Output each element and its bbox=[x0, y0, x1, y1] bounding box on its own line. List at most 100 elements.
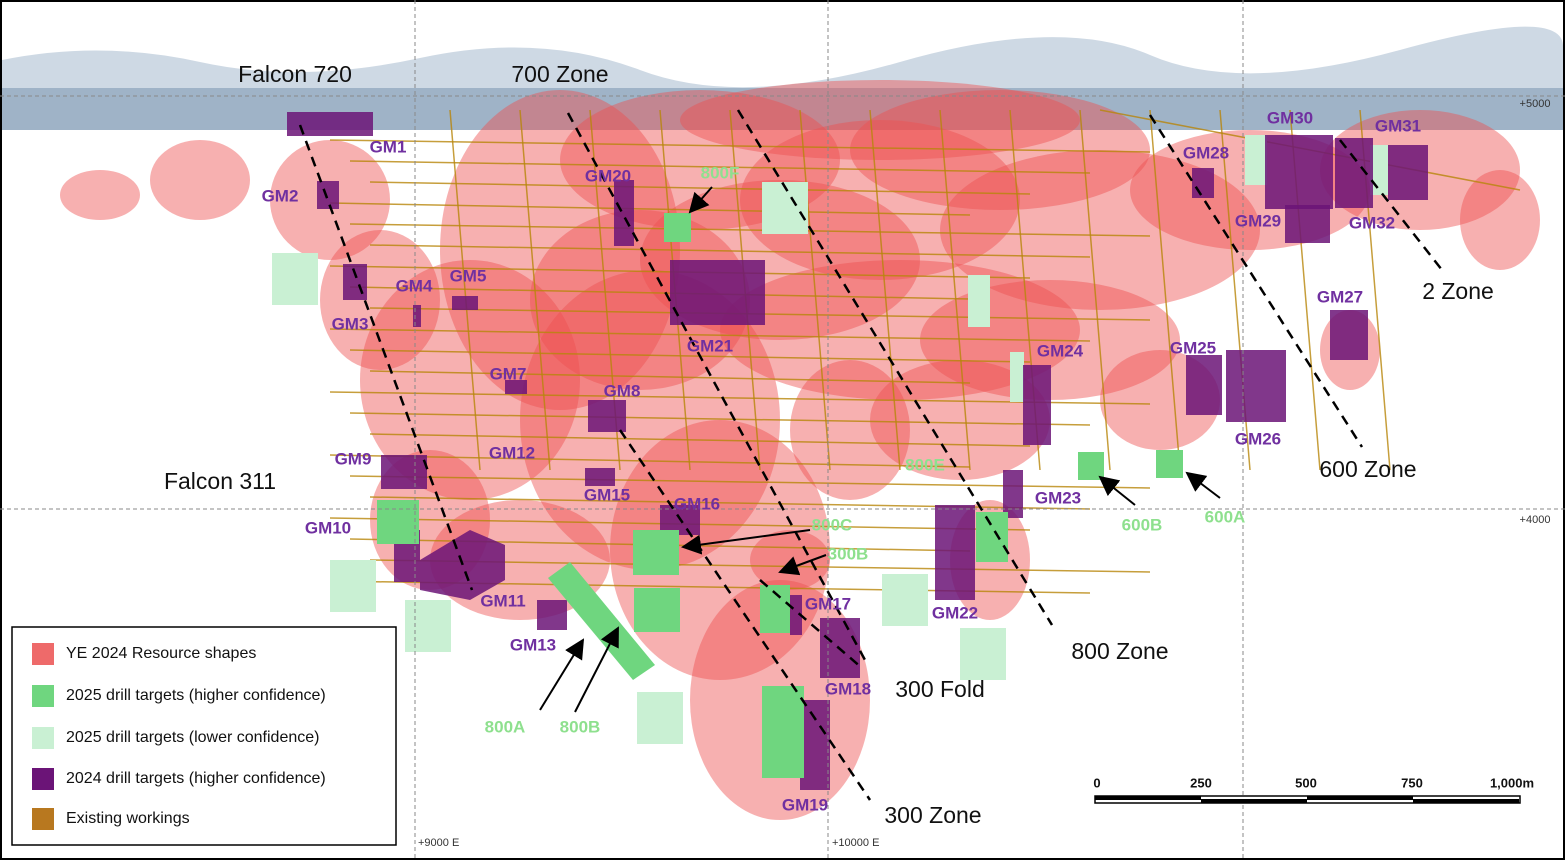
target-label: GM5 bbox=[450, 266, 487, 285]
drill-target-label: 300B bbox=[828, 544, 869, 563]
resource-shape bbox=[150, 140, 250, 220]
drill-target-label: 800B bbox=[560, 717, 601, 736]
legend-box bbox=[11, 626, 397, 846]
drill-target-2024 bbox=[1023, 365, 1051, 445]
drill-target-higher bbox=[634, 588, 680, 632]
workings bbox=[449, 109, 481, 471]
zone-label: Falcon 720 bbox=[238, 61, 352, 87]
drill-target-2024 bbox=[343, 264, 367, 300]
drill-target-lower bbox=[272, 253, 318, 305]
target-label: GM19 bbox=[782, 795, 828, 814]
drill-target-label: 800E bbox=[905, 455, 945, 474]
drill-target-lower bbox=[637, 692, 683, 744]
zone-trace bbox=[618, 429, 872, 801]
grid-label: +10000 E bbox=[832, 837, 879, 849]
zone-label: Falcon 311 bbox=[164, 468, 276, 494]
drill-target-2024 bbox=[1330, 310, 1368, 360]
drill-target-label: 800F bbox=[701, 163, 740, 182]
drill-target-label: 600A bbox=[1205, 507, 1246, 526]
target-label: GM25 bbox=[1170, 338, 1216, 357]
arrow bbox=[778, 554, 827, 576]
drill-target-2024 bbox=[413, 305, 421, 327]
workings bbox=[369, 370, 971, 384]
target-label: GM15 bbox=[584, 485, 630, 504]
drill-target-2024 bbox=[505, 380, 527, 394]
zone-label: 300 Fold bbox=[895, 676, 985, 702]
drill-target-2024 bbox=[317, 181, 339, 209]
drill-target-label: 800A bbox=[485, 717, 526, 736]
resource-shape bbox=[520, 270, 780, 570]
drill-target-label: 600B bbox=[1122, 515, 1163, 534]
target-label: GM32 bbox=[1349, 213, 1395, 232]
drill-target-2024 bbox=[1265, 135, 1333, 209]
drill-target-2024 bbox=[1226, 350, 1286, 422]
workings bbox=[349, 286, 971, 300]
drill-target-2024 bbox=[670, 260, 765, 325]
target-label: GM21 bbox=[687, 336, 733, 355]
drill-target-2024 bbox=[287, 112, 373, 136]
legend-label: Existing workings bbox=[66, 810, 190, 827]
drill-target-higher bbox=[762, 686, 804, 778]
drill-target-lower bbox=[762, 182, 808, 234]
target-label: GM13 bbox=[510, 635, 556, 654]
grid-label: +9000 E bbox=[418, 837, 459, 849]
arrow bbox=[681, 529, 811, 555]
resource-shape bbox=[940, 150, 1260, 310]
target-label: GM7 bbox=[490, 364, 527, 383]
scale-label: 250 bbox=[1190, 775, 1212, 790]
arrow bbox=[574, 626, 619, 713]
scale-segment bbox=[1413, 799, 1519, 803]
target-label: GM12 bbox=[489, 443, 535, 462]
scale-label: 500 bbox=[1295, 775, 1317, 790]
drill-target-lower bbox=[1010, 352, 1024, 402]
drill-target-2024 bbox=[588, 400, 626, 432]
arrow bbox=[539, 638, 585, 711]
workings bbox=[1149, 109, 1181, 471]
zone-label: 800 Zone bbox=[1071, 638, 1168, 664]
drill-target-2024 bbox=[1388, 145, 1428, 200]
drill-target-2024 bbox=[1186, 355, 1222, 415]
target-label: GM30 bbox=[1267, 108, 1313, 127]
topography-band bbox=[2, 88, 1563, 130]
arrow bbox=[1098, 475, 1136, 506]
target-label: GM9 bbox=[335, 449, 372, 468]
workings bbox=[329, 454, 971, 468]
drill-target-lower bbox=[960, 628, 1006, 680]
target-label: GM8 bbox=[604, 381, 641, 400]
legend-swatch bbox=[32, 643, 54, 665]
legend-swatch bbox=[32, 727, 54, 749]
zone-label: 300 Zone bbox=[884, 802, 981, 828]
legend-label: 2025 drill targets (higher confidence) bbox=[66, 687, 326, 704]
drill-target-2024 bbox=[1003, 470, 1023, 518]
drill-target-lower bbox=[968, 275, 990, 327]
scale-segment bbox=[1201, 799, 1307, 803]
resource-shape bbox=[740, 120, 1020, 280]
target-label: GM20 bbox=[585, 166, 631, 185]
drill-target-higher bbox=[976, 512, 1008, 562]
labels: Falcon 720 700 Zone Falcon 311 2 Zone 600 Zo… bbox=[11, 61, 1551, 849]
drill-target-2024 bbox=[537, 600, 567, 630]
drill-target-2024 bbox=[790, 595, 802, 635]
workings bbox=[519, 109, 551, 471]
workings bbox=[1079, 109, 1111, 471]
scale-label: 0 bbox=[1093, 775, 1100, 790]
target-label: GM1 bbox=[370, 137, 407, 156]
target-label: GM16 bbox=[674, 494, 720, 513]
scale-label: 1,000m bbox=[1490, 775, 1534, 790]
arrow bbox=[1185, 471, 1221, 499]
drill-target-higher bbox=[1078, 452, 1104, 480]
workings bbox=[369, 181, 1031, 195]
grid-label: +4000 bbox=[1520, 514, 1551, 526]
zone-trace bbox=[298, 124, 474, 591]
drill-target-2024 bbox=[381, 455, 427, 489]
workings bbox=[329, 328, 1091, 342]
drill-target-2024 bbox=[800, 700, 830, 790]
workings bbox=[329, 202, 971, 216]
target-label: GM4 bbox=[396, 276, 433, 295]
scale-segment bbox=[1095, 796, 1201, 800]
resource-shape bbox=[440, 90, 680, 410]
zone-label: 2 Zone bbox=[1422, 278, 1494, 304]
target-label: GM27 bbox=[1317, 287, 1363, 306]
